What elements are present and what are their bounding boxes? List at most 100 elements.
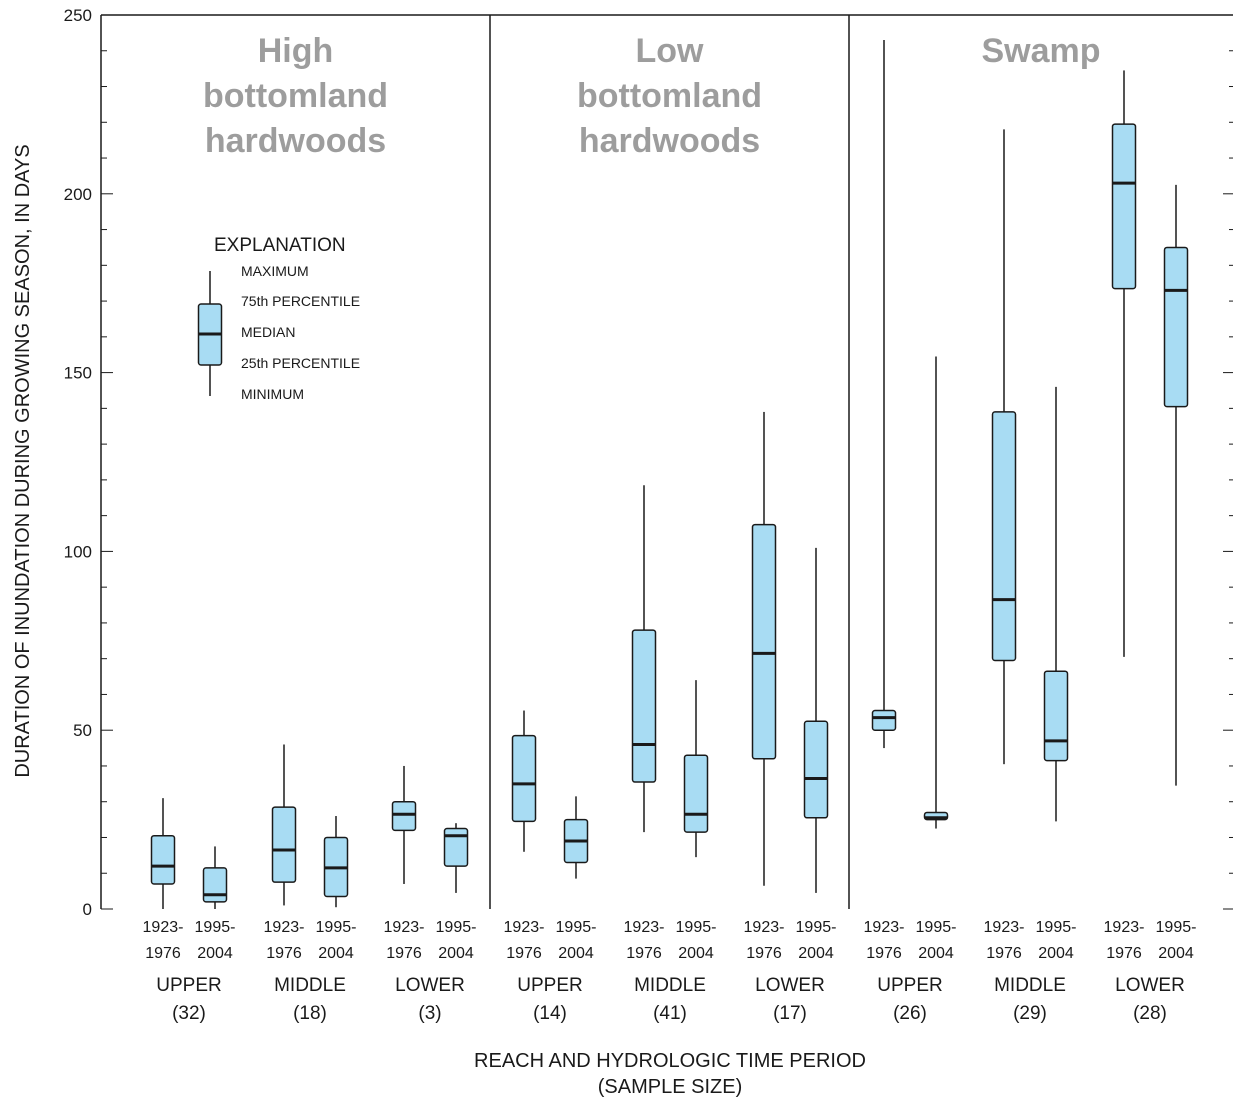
legend-label-maximum: MAXIMUM — [241, 263, 309, 279]
iqr-box — [683, 754, 709, 833]
legend-title: EXPLANATION — [214, 235, 346, 256]
plot-frame — [100, 14, 1233, 909]
panel-title-line: hardwoods — [205, 122, 386, 160]
reach-label: LOWER — [755, 975, 825, 996]
period-label-line1: 1995- — [316, 919, 357, 936]
period-label-line1: 1995- — [556, 919, 597, 936]
panel-title-line: Swamp — [981, 32, 1100, 70]
iqr-box — [751, 523, 777, 760]
period-label-line2: 2004 — [1038, 945, 1074, 962]
iqr-box — [1163, 246, 1189, 408]
reach-label: UPPER — [156, 975, 221, 996]
y-tick-label: 0 — [83, 900, 92, 919]
iqr-box — [271, 806, 297, 883]
box-lower-2-1 — [1163, 184, 1189, 786]
box-middle-1-0 — [631, 485, 657, 833]
period-label-line2: 1976 — [145, 945, 181, 962]
x-axis-labels: 1923- 1976 1995- 2004 UPPER (32) 1923- 1976 1995… — [143, 919, 1197, 1024]
y-tick-label: 100 — [64, 542, 92, 561]
iqr-box — [391, 800, 417, 832]
iqr-box — [631, 629, 657, 783]
period-label-line1: 1995- — [195, 919, 236, 936]
box-upper-2-0 — [871, 40, 897, 749]
y-tick-label: 250 — [64, 6, 92, 25]
period-label-line2: 1976 — [1106, 945, 1142, 962]
period-label-line2: 1976 — [626, 945, 662, 962]
box-upper-1-1 — [563, 796, 589, 879]
reach-label: LOWER — [1115, 975, 1185, 996]
period-label-line1: 1923- — [504, 919, 545, 936]
period-label-line1: 1995- — [916, 919, 957, 936]
period-label-line1: 1995- — [436, 919, 477, 936]
explanation-legend: EXPLANATION MAXIMUM 75th PERCENTILE MEDIAN 2… — [197, 235, 360, 402]
panel-title-line: hardwoods — [579, 122, 760, 160]
box-lower-2-0 — [1111, 70, 1137, 657]
box-upper-0-0 — [150, 798, 176, 909]
iqr-box — [150, 834, 176, 885]
period-label-line2: 1976 — [386, 945, 422, 962]
period-label-line2: 2004 — [798, 945, 834, 962]
reach-label: MIDDLE — [274, 975, 346, 996]
box-lower-0-0 — [391, 765, 417, 884]
period-label-line1: 1923- — [143, 919, 184, 936]
period-label-line2: 2004 — [438, 945, 474, 962]
period-label-line1: 1923- — [624, 919, 665, 936]
box-middle-1-1 — [683, 680, 709, 858]
box-middle-2-0 — [991, 129, 1017, 765]
period-label-line1: 1923- — [1104, 919, 1145, 936]
panel-title-line: Low — [636, 32, 705, 70]
panel-title-line: bottomland — [577, 77, 762, 115]
legend-label-75th: 75th PERCENTILE — [241, 293, 360, 309]
period-label-line1: 1923- — [264, 919, 305, 936]
legend-label-median: MEDIAN — [241, 324, 295, 340]
iqr-box — [871, 709, 897, 731]
y-axis: 0 50 100 150 200 250 — [64, 6, 1233, 919]
box-series — [150, 40, 1189, 909]
period-label-line1: 1995- — [1156, 919, 1197, 936]
box-middle-2-1 — [1043, 386, 1069, 822]
sample-size-label: (18) — [293, 1003, 327, 1024]
reach-label: UPPER — [877, 975, 942, 996]
box-lower-1-1 — [803, 547, 829, 893]
period-label-line1: 1995- — [676, 919, 717, 936]
box-upper-1-0 — [511, 710, 537, 852]
reach-label: MIDDLE — [634, 975, 706, 996]
iqr-box — [202, 867, 228, 903]
period-label-line1: 1923- — [864, 919, 905, 936]
period-label-line1: 1995- — [796, 919, 837, 936]
legend-label-minimum: MINIMUM — [241, 386, 304, 402]
sample-size-label: (3) — [418, 1003, 441, 1024]
period-label-line2: 1976 — [986, 945, 1022, 962]
box-middle-0-1 — [323, 816, 349, 908]
period-label-line2: 2004 — [558, 945, 594, 962]
iqr-box — [803, 720, 829, 819]
sample-size-label: (29) — [1013, 1003, 1047, 1024]
reach-label: MIDDLE — [994, 975, 1066, 996]
reach-label: UPPER — [517, 975, 582, 996]
period-label-line2: 2004 — [678, 945, 714, 962]
period-label-line1: 1995- — [1036, 919, 1077, 936]
iqr-box — [511, 734, 537, 823]
period-label-line1: 1923- — [984, 919, 1025, 936]
y-axis-title: DURATION OF INUNDATION DURING GROWING SE… — [12, 144, 34, 777]
period-label-line2: 1976 — [866, 945, 902, 962]
x-axis-title: REACH AND HYDROLOGIC TIME PERIOD — [474, 1050, 866, 1072]
sample-size-label: (26) — [893, 1003, 927, 1024]
period-label-line1: 1923- — [744, 919, 785, 936]
iqr-box — [443, 827, 469, 867]
box-upper-2-1 — [923, 356, 949, 829]
iqr-box — [1043, 670, 1069, 762]
period-label-line2: 2004 — [918, 945, 954, 962]
period-label-line2: 2004 — [197, 945, 233, 962]
panel-title-line: bottomland — [203, 77, 388, 115]
y-tick-label: 150 — [64, 364, 92, 383]
legend-sample-box — [197, 271, 223, 396]
period-label-line2: 1976 — [746, 945, 782, 962]
iqr-box — [991, 411, 1017, 662]
box-lower-0-1 — [443, 823, 469, 893]
panel-title-line: High — [258, 32, 334, 70]
sample-size-label: (32) — [172, 1003, 206, 1024]
box-middle-0-0 — [271, 744, 297, 906]
iqr-box — [1111, 123, 1137, 290]
